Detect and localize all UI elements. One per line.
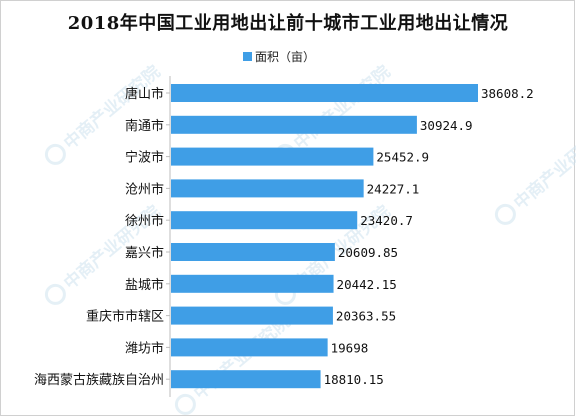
bar — [171, 274, 334, 293]
value-label: 20363.55 — [336, 309, 396, 324]
chart-title: 2018年中国工业用地出让前十城市工业用地出让情况 — [67, 13, 509, 34]
value-label: 30924.9 — [420, 118, 473, 133]
value-label: 18810.15 — [324, 372, 384, 387]
bar — [171, 338, 328, 357]
legend: 面积（亩） — [243, 48, 315, 65]
bar — [171, 306, 333, 325]
category-label: 唐山市 — [125, 86, 164, 102]
bar — [171, 115, 417, 134]
category-label: 沧州市 — [125, 181, 164, 197]
category-label: 海西蒙古族藏族自治州 — [34, 372, 164, 388]
value-label: 19698 — [331, 340, 369, 355]
value-label: 20609.85 — [338, 245, 398, 260]
bar — [171, 243, 335, 261]
legend-swatch — [243, 52, 252, 61]
bar — [171, 370, 321, 389]
bar — [171, 179, 364, 198]
bar — [171, 147, 374, 166]
category-label: 潍坊市 — [125, 340, 164, 356]
value-label: 24227.1 — [367, 181, 420, 196]
bar — [171, 84, 478, 102]
category-label: 嘉兴市 — [125, 245, 164, 261]
category-label: 徐州市 — [125, 213, 164, 229]
value-label: 25452.9 — [376, 150, 429, 165]
value-label: 38608.2 — [481, 86, 534, 101]
category-label: 宁波市 — [125, 150, 164, 166]
category-label: 重庆市市辖区 — [86, 309, 164, 325]
legend-label: 面积（亩） — [255, 50, 316, 64]
value-label: 23420.7 — [360, 213, 413, 228]
bar — [171, 211, 358, 230]
category-label: 盐城市 — [125, 277, 164, 293]
value-label: 20442.15 — [337, 277, 397, 292]
category-label: 南通市 — [125, 118, 164, 134]
